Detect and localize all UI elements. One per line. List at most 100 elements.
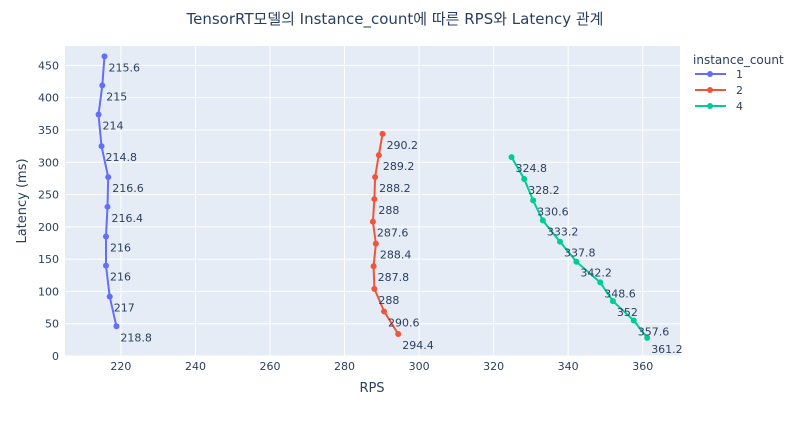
y-tick-label: 400 (38, 92, 59, 105)
gridlines (65, 46, 680, 357)
y-axis-title: Latency (ms) (15, 158, 30, 243)
data-point (369, 218, 376, 225)
data-point (375, 152, 382, 159)
data-point (103, 233, 109, 240)
y-tick-label: 250 (38, 189, 59, 202)
x-tick-label: 280 (334, 360, 355, 373)
data-label: 218.8 (120, 331, 152, 344)
data-point (573, 258, 580, 265)
data-point (371, 285, 378, 292)
data-point (521, 176, 528, 183)
data-point (395, 331, 402, 338)
y-tick-label: 200 (38, 221, 59, 234)
x-tick-label: 320 (483, 360, 504, 373)
data-point (379, 130, 386, 137)
data-label: 330.6 (537, 205, 569, 218)
data-point (370, 263, 377, 270)
axis-ticks: 220 240 260 280 300 320 340 360 0 50 100 150 200 250 3… (38, 59, 653, 373)
data-label: 216.4 (111, 212, 143, 225)
y-tick-label: 150 (38, 253, 59, 266)
legend-item-2[interactable]: 2 (695, 84, 743, 97)
x-tick-label: 300 (409, 360, 430, 373)
data-label: 288.2 (379, 182, 411, 195)
series-1: 218.8 217 216 216 216.4 216.6 214.8 214 215 215.6 (95, 53, 152, 344)
data-point (597, 279, 604, 286)
series-line (510, 156, 648, 339)
legend-label: 1 (736, 68, 743, 81)
data-point (630, 317, 637, 324)
y-tick-label: 50 (45, 318, 59, 331)
data-point (101, 53, 108, 60)
data-label: 214 (103, 119, 124, 132)
data-label: 216 (110, 271, 131, 284)
data-label: 342.2 (580, 267, 612, 280)
series-2: 294.4 290.6 288 287.8 288.4 287.6 288 288.2 289.… (369, 130, 434, 352)
legend-marker (707, 87, 713, 93)
legend-marker (707, 103, 713, 109)
legend: instance_count 1 2 4 (693, 53, 784, 113)
data-label: 357.6 (638, 325, 670, 338)
y-tick-label: 100 (38, 285, 59, 298)
data-point (556, 238, 563, 245)
data-label: 348.6 (604, 287, 636, 300)
data-label: 287.6 (377, 227, 409, 240)
data-point (105, 174, 112, 181)
data-point (644, 334, 651, 341)
data-point (508, 154, 515, 161)
data-point (530, 197, 537, 204)
data-point (372, 174, 379, 181)
data-label: 352 (617, 306, 638, 319)
legend-title: instance_count (693, 53, 784, 67)
x-tick-label: 240 (185, 360, 206, 373)
x-tick-label: 340 (558, 360, 579, 373)
legend-items: 1 2 4 (695, 68, 743, 113)
data-point (381, 308, 388, 315)
data-point (539, 217, 546, 224)
series-line (371, 133, 400, 335)
data-label: 324.8 (516, 162, 548, 175)
chart-title: TensorRT모델의 Instance_count에 따른 RPS와 Late… (186, 10, 604, 29)
data-point (371, 196, 378, 203)
legend-label: 4 (736, 100, 743, 113)
data-label: 328.2 (528, 184, 560, 197)
data-label: 214.8 (106, 151, 138, 164)
data-point (113, 323, 120, 330)
legend-item-1[interactable]: 1 (695, 68, 743, 81)
data-point (98, 143, 105, 150)
y-tick-label: 300 (38, 156, 59, 169)
data-label: 216.6 (112, 182, 143, 195)
data-label: 333.2 (547, 225, 579, 238)
data-point (104, 203, 111, 210)
y-tick-label: 0 (52, 350, 59, 363)
data-label: 294.4 (402, 339, 434, 352)
data-label: 216 (110, 242, 131, 255)
series-group: 218.8 217 216 216 216.4 216.6 214.8 214 215 215.6… (95, 53, 683, 356)
data-point (95, 111, 102, 118)
data-label: 215 (106, 90, 127, 103)
data-label: 288 (378, 294, 399, 307)
data-label: 361.2 (651, 343, 683, 356)
data-label: 217 (114, 302, 135, 315)
x-tick-label: 360 (632, 360, 653, 373)
data-point (103, 262, 109, 269)
data-label: 290.6 (388, 316, 420, 329)
data-label: 288 (378, 204, 399, 217)
data-label: 287.8 (378, 271, 410, 284)
y-tick-label: 350 (38, 124, 59, 137)
data-label: 215.6 (109, 61, 141, 74)
legend-label: 2 (736, 84, 743, 97)
data-point (106, 293, 113, 300)
data-label: 337.8 (564, 247, 596, 260)
legend-item-4[interactable]: 4 (695, 100, 743, 113)
data-point (372, 240, 379, 247)
x-tick-label: 220 (110, 360, 131, 373)
legend-marker (707, 71, 713, 77)
series-line (97, 56, 118, 327)
x-tick-label: 260 (260, 360, 281, 373)
data-point (99, 82, 106, 89)
data-label: 289.2 (383, 160, 415, 173)
x-axis-title: RPS (359, 381, 384, 396)
